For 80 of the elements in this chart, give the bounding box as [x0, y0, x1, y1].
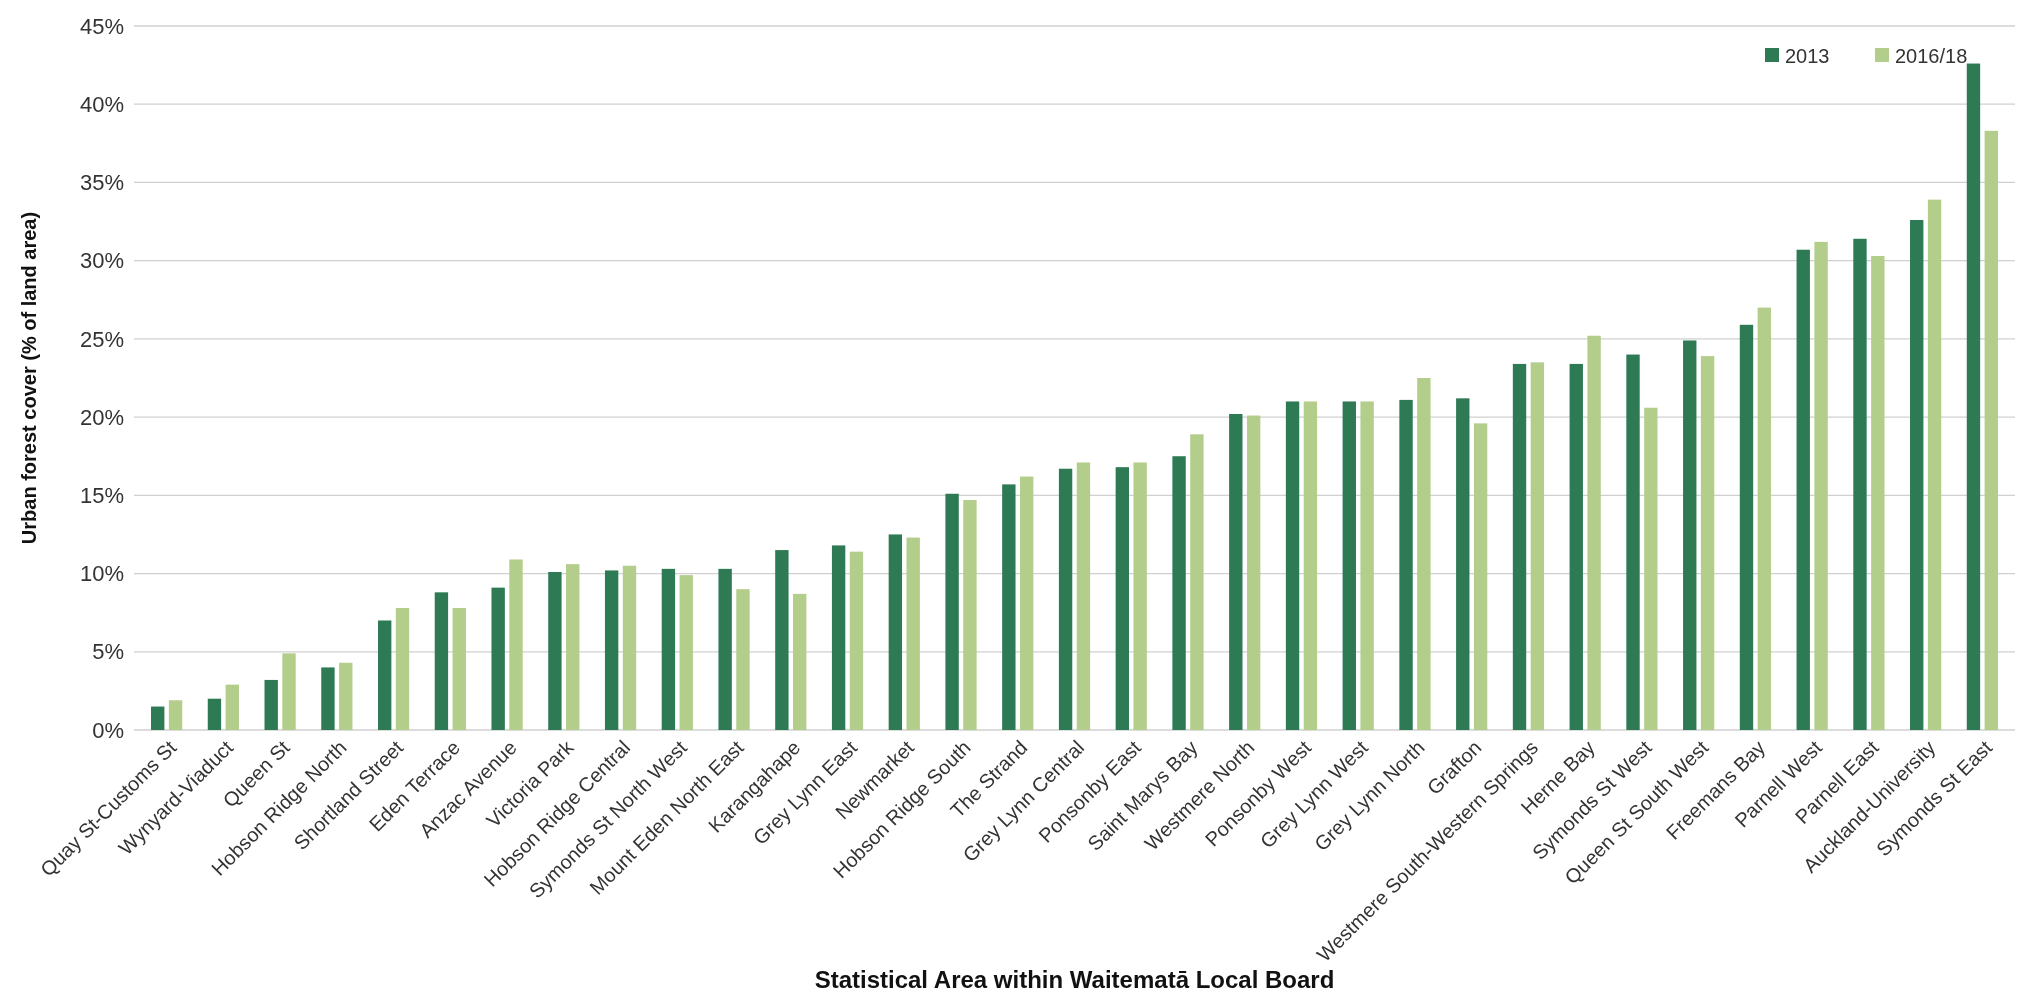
bar [1473, 423, 1488, 730]
bar [1814, 241, 1828, 730]
y-tick-label: 40% [79, 91, 124, 117]
bar [1871, 255, 1885, 730]
bar [1530, 362, 1545, 730]
bar [1133, 462, 1147, 730]
bar [1569, 363, 1583, 730]
bar [509, 559, 523, 730]
bar [718, 568, 732, 730]
bar [1303, 401, 1318, 730]
bar [566, 564, 580, 730]
bar [377, 620, 392, 730]
bar [1853, 238, 1867, 730]
bar [945, 493, 959, 730]
bar [1360, 401, 1374, 730]
bar [1342, 401, 1356, 730]
bar [1910, 219, 1924, 730]
bar [1285, 401, 1300, 730]
bar [1984, 130, 1998, 730]
bar [1229, 413, 1243, 730]
bar [1512, 363, 1527, 730]
legend-label: 2016/18 [1895, 45, 1968, 67]
bar [1927, 199, 1942, 730]
bar [831, 545, 846, 730]
bar [1626, 354, 1640, 730]
bar [225, 684, 239, 730]
y-tick-label: 30% [79, 248, 124, 274]
bar [775, 550, 789, 730]
bar [1417, 378, 1431, 730]
y-tick-label: 35% [79, 170, 124, 196]
bar [548, 571, 562, 730]
bar [1700, 356, 1715, 730]
y-axis-title: Urban forest cover (% of land area) [18, 211, 40, 545]
bar [622, 565, 637, 730]
x-axis-title: Statistical Area within Waitematā Local Board [814, 966, 1335, 993]
bar [321, 667, 335, 730]
bar [1002, 484, 1016, 730]
bar [1019, 476, 1034, 730]
bar [207, 698, 222, 730]
bar [434, 592, 449, 730]
y-tick-label: 10% [79, 561, 124, 587]
bar [1587, 335, 1601, 730]
bar [1172, 456, 1186, 730]
bar [1644, 407, 1658, 730]
bar [888, 534, 903, 730]
bar [395, 607, 410, 730]
bar [1456, 398, 1470, 730]
bar [282, 653, 296, 730]
y-tick-label: 15% [79, 483, 124, 509]
bar [339, 662, 353, 730]
bar [1076, 462, 1091, 730]
y-tick-label: 25% [79, 326, 124, 352]
bar [849, 551, 864, 730]
y-tick-label: 0% [92, 717, 124, 743]
legend-label: 2013 [1785, 45, 1830, 67]
bar [1115, 467, 1130, 730]
bar [661, 568, 676, 730]
bar [736, 589, 750, 730]
bar [1757, 307, 1771, 730]
bar [793, 593, 807, 730]
bar [1966, 63, 1981, 730]
bar [1246, 415, 1261, 730]
bar [906, 537, 920, 730]
bar [264, 679, 278, 730]
bar [1796, 249, 1810, 730]
bar [1399, 399, 1413, 730]
y-tick-label: 45% [79, 13, 124, 39]
bar [491, 587, 505, 730]
bar [1058, 468, 1073, 730]
bar [151, 706, 165, 730]
bar [604, 570, 619, 730]
bar [1190, 434, 1204, 730]
bar [168, 700, 183, 730]
bar [452, 607, 466, 730]
y-tick-label: 20% [79, 404, 124, 430]
bar [679, 575, 693, 730]
bar [1739, 324, 1754, 730]
bar [1683, 340, 1697, 730]
y-tick-label: 5% [92, 639, 124, 665]
bar [963, 500, 977, 730]
